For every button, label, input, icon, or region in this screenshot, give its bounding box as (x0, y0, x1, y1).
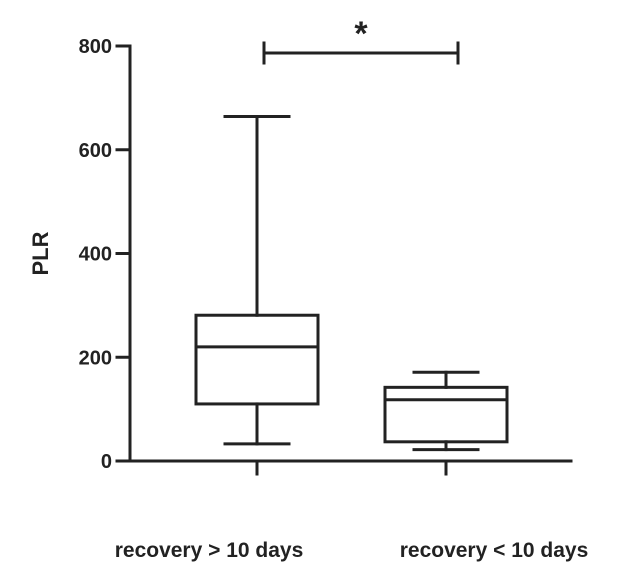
labels: 0 200 400 600 800 PLR recovery > 10 days recove… (28, 15, 588, 562)
box-2 (383, 370, 509, 452)
box-iqr (194, 313, 320, 406)
significance-bracket (262, 41, 460, 65)
category-label: recovery > 10 days (115, 539, 304, 562)
y-tick-label: 600 (79, 140, 112, 162)
boxes (194, 115, 509, 452)
box-iqr (383, 385, 509, 444)
category-label: recovery < 10 days (400, 539, 589, 562)
y-axis-title: PLR (28, 231, 53, 275)
box-1 (194, 115, 320, 446)
y-tick-label: 200 (79, 347, 112, 369)
y-tick-label: 0 (101, 451, 112, 473)
significance-label: * (354, 15, 368, 53)
y-tick-label: 800 (79, 36, 112, 58)
y-tick-label: 400 (79, 244, 112, 266)
axes (115, 44, 573, 476)
